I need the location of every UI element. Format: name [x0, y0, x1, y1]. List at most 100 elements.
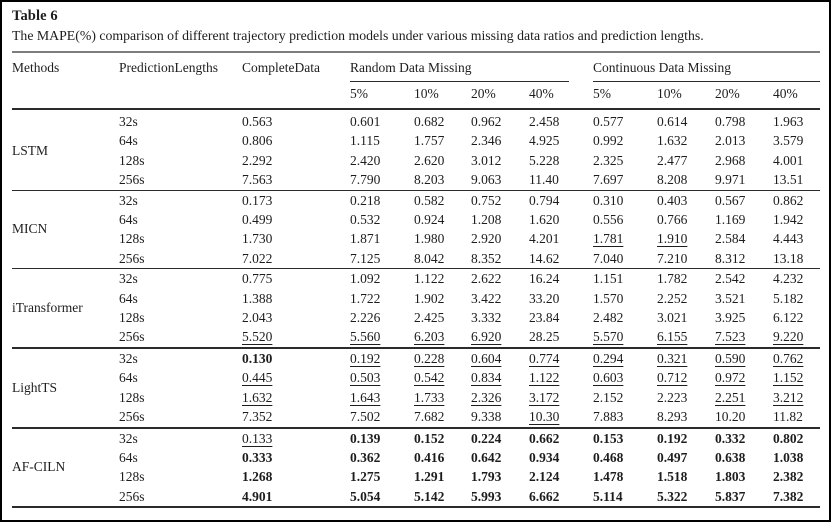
- table-row: 128s 1.268 1.275 1.291 1.793 2.124 1.478 1.518 1…: [12, 467, 820, 486]
- prediction-length: 64s: [119, 133, 138, 149]
- prediction-length: 32s: [119, 426, 242, 448]
- value-cell: 1.730: [242, 231, 273, 247]
- value-cell: 2.346: [471, 133, 502, 149]
- value-cell: 7.563: [242, 172, 273, 188]
- value-cell: 1.733: [414, 389, 445, 405]
- value-cell: 28.25: [529, 329, 560, 345]
- prediction-length: 256s: [119, 329, 145, 345]
- value-cell: 1.942: [773, 212, 804, 228]
- value-cell: 7.125: [350, 250, 381, 266]
- value-cell: 0.766: [657, 212, 688, 228]
- value-cell: 4.201: [529, 231, 560, 247]
- value-cell: 0.332: [715, 426, 773, 448]
- value-cell: 4.443: [773, 231, 804, 247]
- value-cell: 3.521: [715, 290, 746, 306]
- value-cell: 2.420: [350, 152, 381, 168]
- value-cell: 1.152: [773, 370, 804, 386]
- method-name: LSTM: [12, 142, 49, 158]
- value-cell: 0.497: [657, 449, 688, 465]
- prediction-length: 32s: [119, 189, 242, 211]
- value-cell: 2.425: [414, 310, 445, 326]
- col-header-prediction-lengths: PredictionLengths: [119, 53, 242, 110]
- value-cell: 0.192: [657, 426, 715, 448]
- value-cell: 1.643: [350, 389, 381, 405]
- group-header-continuous-label: Continuous Data Missing: [593, 60, 732, 75]
- value-cell: 1.169: [715, 212, 746, 228]
- method-name: MICN: [12, 189, 119, 269]
- prediction-length: 128s: [119, 310, 145, 326]
- value-cell: 0.152: [414, 426, 471, 448]
- table-row: 128s 2.292 2.420 2.620 3.012 5.228 2.325 2.477 2…: [12, 151, 820, 170]
- value-cell: 8.352: [471, 250, 502, 266]
- table-row: 64s 0.806 1.115 1.757 2.346 4.925 0.992 1.632 2.…: [12, 131, 820, 150]
- value-cell: 0.362: [350, 449, 381, 465]
- value-cell: 0.333: [242, 449, 273, 465]
- value-cell: 7.502: [350, 409, 381, 425]
- prediction-length: 32s: [119, 268, 242, 289]
- value-cell: 0.563: [242, 114, 273, 129]
- value-cell: 0.133: [242, 426, 350, 448]
- table-row: 64s 0.499 0.532 0.924 1.208 1.620 0.556 0.766 1.…: [12, 210, 820, 229]
- value-cell: 1.620: [529, 212, 560, 228]
- value-cell: 5.322: [657, 488, 688, 504]
- table-row: 256s 5.520 5.560 6.203 6.920 28.25 5.570 6.155 7…: [12, 327, 820, 347]
- value-cell: 0.310: [593, 189, 657, 211]
- table-row: 64s 0.333 0.362 0.416 0.642 0.934 0.468 0.497 0.…: [12, 448, 820, 467]
- value-cell: 1.518: [657, 469, 688, 485]
- value-cell: 0.604: [471, 346, 529, 369]
- value-cell: 2.477: [657, 152, 688, 168]
- value-cell: 14.62: [529, 250, 560, 266]
- value-cell: 0.924: [414, 212, 445, 228]
- value-cell: 5.993: [471, 488, 502, 504]
- value-cell: 0.601: [350, 114, 381, 129]
- value-cell: 0.577: [593, 114, 624, 129]
- value-cell: 0.590: [715, 346, 773, 369]
- value-cell: 6.920: [471, 329, 502, 345]
- group-header-random-label: Random Data Missing: [350, 60, 472, 75]
- value-cell: 0.403: [657, 189, 715, 211]
- value-cell: 1.803: [715, 469, 746, 485]
- value-cell: 0.556: [593, 212, 624, 228]
- value-cell: 1.478: [593, 469, 624, 485]
- value-cell: 5.520: [242, 329, 273, 345]
- table-row: 256s 4.901 5.054 5.142 5.993 6.662 5.114 5.322 5…: [12, 487, 820, 507]
- table-row: iTransformer 32s 0.775 1.092 1.122 2.622 16.24…: [12, 268, 820, 348]
- value-cell: 2.013: [715, 133, 746, 149]
- value-cell: 5.837: [715, 488, 746, 504]
- value-cell: 0.834: [471, 370, 502, 386]
- value-cell: 2.968: [715, 152, 746, 168]
- value-cell: 1.151: [593, 268, 657, 289]
- value-cell: 1.038: [773, 449, 804, 465]
- value-cell: 0.798: [715, 114, 746, 129]
- value-cell: 1.115: [350, 133, 380, 149]
- value-cell: 3.332: [471, 310, 502, 326]
- value-cell: 5.560: [350, 329, 381, 345]
- value-cell: 1.388: [242, 290, 273, 306]
- value-cell: 6.203: [414, 329, 445, 345]
- value-cell: 1.793: [471, 469, 502, 485]
- value-cell: 1.122: [414, 268, 471, 289]
- value-cell: 4.925: [529, 133, 560, 149]
- value-cell: 7.210: [657, 250, 688, 266]
- value-cell: 0.294: [593, 346, 657, 369]
- value-cell: 0.862: [773, 189, 820, 211]
- table-row: LSTM 32s 0.563 0.601 0.682 0.962 2.458 0.577 0.6…: [12, 109, 820, 158]
- value-cell: 7.523: [715, 329, 746, 345]
- value-cell: 5.570: [593, 329, 624, 345]
- value-cell: 0.218: [350, 189, 414, 211]
- value-cell: 3.021: [657, 310, 688, 326]
- value-cell: 7.682: [414, 409, 445, 425]
- value-cell: 1.268: [242, 469, 273, 485]
- value-cell: 2.458: [529, 114, 560, 129]
- value-cell: 5.142: [414, 488, 445, 504]
- value-cell: 5.054: [350, 488, 381, 504]
- table-row: 128s 2.043 2.226 2.425 3.332 23.84 2.482 3.021 3…: [12, 308, 820, 327]
- prediction-length: 256s: [119, 172, 145, 188]
- value-cell: 13.51: [773, 172, 804, 188]
- value-cell: 2.325: [593, 152, 624, 168]
- prediction-length: 64s: [119, 212, 138, 228]
- value-cell: 1.632: [242, 389, 273, 405]
- value-cell: 3.012: [471, 152, 502, 168]
- prediction-length: 32s: [119, 114, 138, 129]
- prediction-length: 128s: [119, 152, 145, 168]
